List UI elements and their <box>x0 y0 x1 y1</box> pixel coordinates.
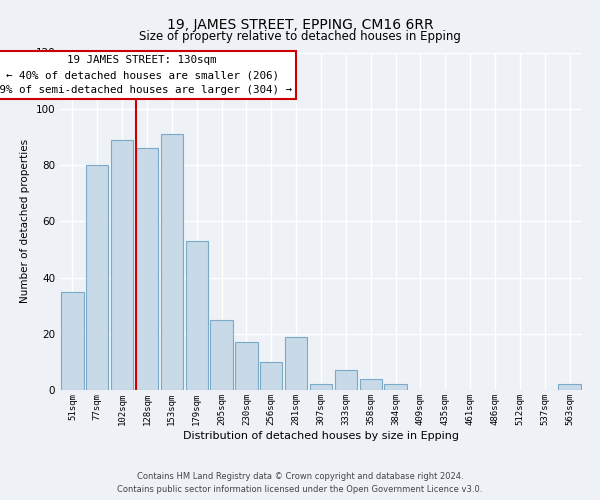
Bar <box>161 134 183 390</box>
Bar <box>211 320 233 390</box>
Bar <box>61 292 83 390</box>
X-axis label: Distribution of detached houses by size in Epping: Distribution of detached houses by size … <box>183 430 459 440</box>
Bar <box>185 241 208 390</box>
Bar <box>335 370 357 390</box>
Text: 19 JAMES STREET: 130sqm
← 40% of detached houses are smaller (206)
59% of semi-d: 19 JAMES STREET: 130sqm ← 40% of detache… <box>0 56 292 95</box>
Bar <box>385 384 407 390</box>
Bar <box>111 140 133 390</box>
Bar <box>559 384 581 390</box>
Bar <box>260 362 283 390</box>
Text: Contains HM Land Registry data © Crown copyright and database right 2024.
Contai: Contains HM Land Registry data © Crown c… <box>118 472 482 494</box>
Y-axis label: Number of detached properties: Number of detached properties <box>20 139 30 304</box>
Bar <box>285 336 307 390</box>
Bar <box>359 379 382 390</box>
Bar <box>136 148 158 390</box>
Bar <box>86 165 109 390</box>
Text: 19, JAMES STREET, EPPING, CM16 6RR: 19, JAMES STREET, EPPING, CM16 6RR <box>167 18 433 32</box>
Bar <box>310 384 332 390</box>
Bar <box>235 342 257 390</box>
Text: Size of property relative to detached houses in Epping: Size of property relative to detached ho… <box>139 30 461 43</box>
